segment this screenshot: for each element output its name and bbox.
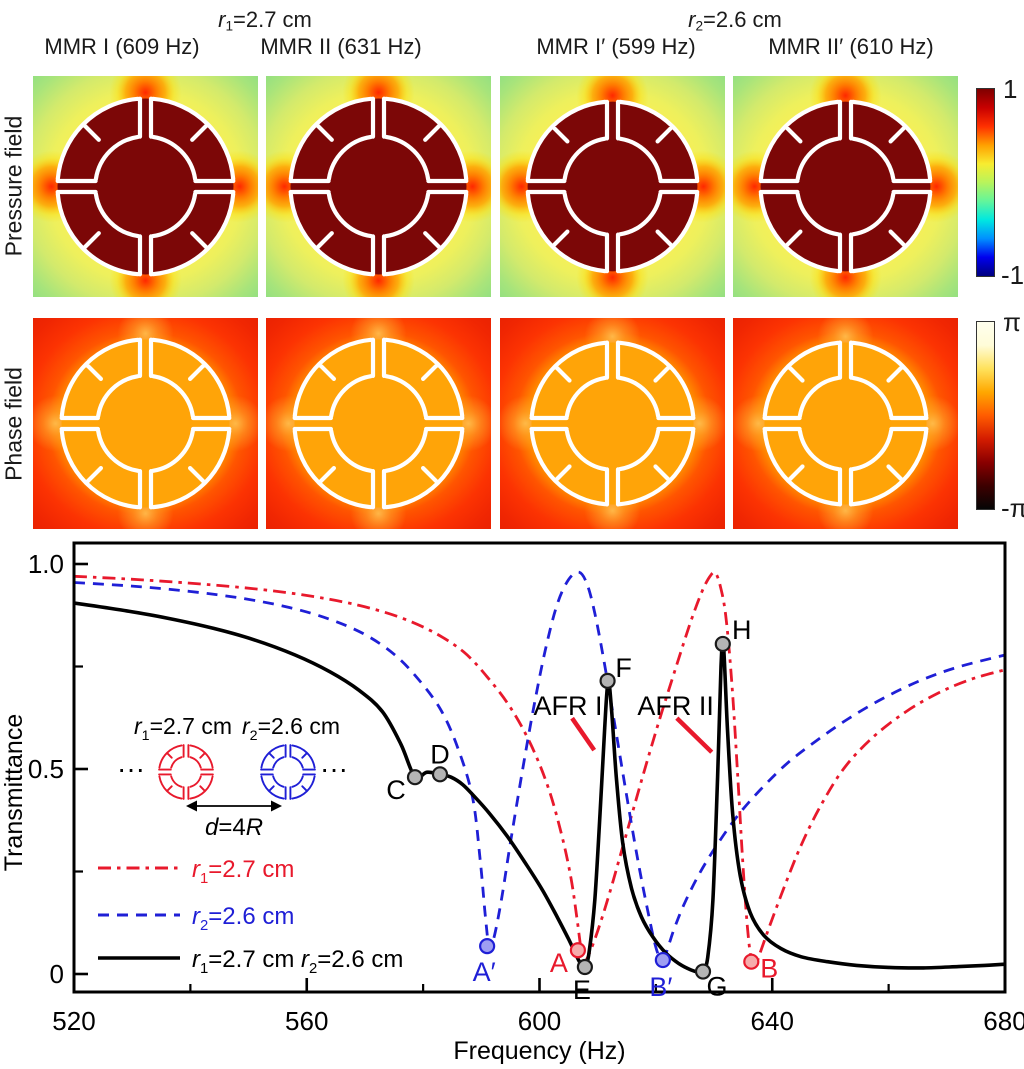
phase-field-panel-2 [266,318,491,529]
resonator-slits [758,99,933,274]
annotation-afr-ii: AFR II [637,691,714,721]
inset-ring-r1 [158,744,214,800]
phase-field-panel-3 [500,318,725,529]
resonator-slits [529,340,696,507]
pressure-field-panel-1 [33,76,258,297]
pressure-field-panel-3 [500,76,725,297]
resonator-disc [764,342,927,505]
curve-0 [74,570,1005,968]
marker-A [569,942,587,959]
resonator-slits [55,96,236,277]
marker-B′ [654,951,671,969]
pressure-colorbar-gradient [976,88,995,277]
phase-field-panel-1 [33,318,258,529]
group-title-r1: r1=2.7 cm [218,7,312,34]
resonator-disc [57,98,234,275]
inset-label-r1: r1=2.7 cm [134,713,232,744]
y-axis-label: Transmittance [0,714,28,871]
resonator-disc [290,98,467,275]
marker-label-A′: A′ [473,957,496,987]
legend-label-1: r2=2.6 cm [192,903,294,934]
x-tick-label: 680 [983,1006,1024,1036]
annotation-pointer [570,716,597,752]
y-tick-label: 1.0 [28,549,64,579]
marker-C [406,769,424,786]
phase-colorbar-max-label: π [1003,307,1021,337]
resonator-slits [288,96,469,277]
annotation-afr-i: AFR I [534,691,603,721]
group-title-r2: r2=2.6 cm [688,7,782,34]
marker-label-H: H [732,615,752,645]
inset-dots-right: ··· [320,753,348,784]
column-title-mmr-ii2: MMR II′ (610 Hz) [768,34,934,59]
phase-colorbar: π -π [976,307,1024,523]
phase-colorbar-min-label: -π [1001,493,1024,523]
pressure-field-panel-2 [266,76,491,297]
marker-E [576,958,593,976]
resonator-disc [527,101,698,272]
column-title-mmr-ii: MMR II (631 Hz) [260,34,422,59]
x-tick-label: 640 [751,1006,794,1036]
pressure-field-panel-4 [733,76,958,297]
x-tick-label: 560 [285,1006,328,1036]
marker-G [694,963,712,980]
x-tick-label: 520 [52,1006,95,1036]
pressure-colorbar-max-label: 1 [1003,74,1018,104]
phase-colorbar-gradient [976,321,995,510]
inset-ring-r2 [260,744,316,800]
marker-label-E: E [573,975,591,1005]
column-title-mmr-i: MMR I (609 Hz) [44,34,200,59]
x-axis-label: Frequency (Hz) [453,1037,625,1065]
marker-H [714,635,731,653]
y-tick-label: 0 [50,959,64,989]
resonator-slits [525,99,700,274]
resonator-disc [531,342,694,505]
inset-distance-label: d=4R [205,814,263,841]
marker-A′ [479,938,496,955]
marker-label-A: A [550,948,568,978]
pressure-colorbar-min-label: -1 [1001,260,1024,290]
annotation-pointer [675,716,714,754]
marker-label-F: F [615,653,632,683]
marker-F [599,672,616,689]
marker-label-C: C [386,775,406,805]
resonator-disc [61,339,230,508]
phase-field-panel-4 [733,318,958,529]
legend-label-2: r1=2.7 cm r2=2.6 cm [192,946,403,977]
arrowhead-right [271,800,282,812]
marker-B [743,953,760,970]
pressure-colorbar: 1 -1 [976,74,1024,290]
marker-label-G: G [706,972,727,1002]
arrowhead-left [186,800,197,812]
marker-label-B′: B′ [649,972,672,1002]
legend-label-0: r1=2.7 cm [192,856,294,887]
resonator-disc [760,101,931,272]
column-title-mmr-i2: MMR I′ (599 Hz) [536,34,696,59]
marker-D [431,766,449,783]
resonator-slits [762,340,929,507]
marker-label-B: B [760,954,778,984]
inset-dots-left: ··· [117,753,145,784]
resonator-slits [292,337,465,510]
resonator-disc [294,339,463,508]
marker-label-D: D [430,739,450,769]
x-tick-label: 600 [518,1006,561,1036]
resonator-slits [59,337,232,510]
inset-label-r2: r2=2.6 cm [242,713,340,744]
y-tick-label: 0.5 [28,754,64,784]
curve-1 [74,570,1005,961]
